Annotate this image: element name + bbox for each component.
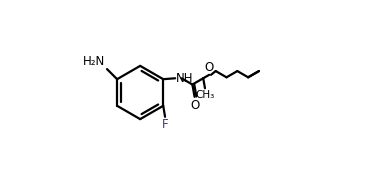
Text: CH₃: CH₃ [196, 90, 215, 100]
Text: H₂N: H₂N [83, 55, 105, 68]
Text: F: F [162, 118, 169, 131]
Text: O: O [205, 61, 214, 74]
Text: NH: NH [176, 72, 193, 85]
Text: O: O [190, 99, 199, 112]
